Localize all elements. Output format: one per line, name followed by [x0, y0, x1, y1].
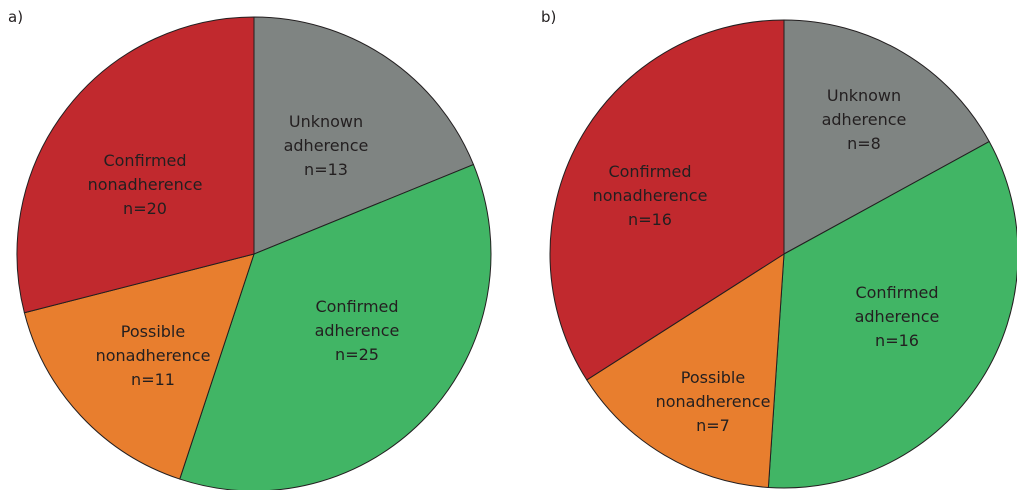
- pie-a-label-line: Confirmed: [315, 297, 398, 316]
- pie-a-label-line: n=13: [304, 160, 348, 179]
- pie-b-label-line: adherence: [822, 110, 907, 129]
- pie-chart-b: b) Unknown adherence n=8 Confirmed adherence…: [541, 8, 1017, 489]
- pie-b-label-line: nonadherence: [656, 392, 771, 411]
- pie-a-slice-confirmed-nonadherence: [16, 16, 255, 314]
- pie-a-slice-possible-nonadherence: [23, 253, 255, 480]
- pie-b-slice-confirmed-adherence: [767, 140, 1017, 489]
- pie-a-label-line: n=25: [335, 345, 379, 364]
- pie-a-label-line: n=20: [123, 199, 167, 218]
- pie-b-label-line: n=8: [847, 134, 881, 153]
- pie-a-labels: Unknown adherence n=13 Confirmed adherence n=…: [88, 112, 400, 389]
- pie-b-label-line: adherence: [855, 307, 940, 326]
- pie-b-label-line: Unknown: [827, 86, 901, 105]
- pie-a-label-line: Unknown: [289, 112, 363, 131]
- pie-a-label-line: Confirmed: [103, 151, 186, 170]
- pie-b-labels: Unknown adherence n=8 Confirmed adherence n=1…: [593, 86, 940, 435]
- pie-b-label-line: n=7: [696, 416, 730, 435]
- pie-chart-a: a) Unknown adherence n=13 Confirmed adherenc…: [8, 8, 492, 490]
- pie-b-label-line: n=16: [628, 210, 672, 229]
- pie-a-label-line: nonadherence: [96, 346, 211, 365]
- pie-b-label-line: Possible: [681, 368, 745, 387]
- pie-b-label-line: n=16: [875, 331, 919, 350]
- pie-b-label-line: Confirmed: [608, 162, 691, 181]
- pie-b-label-line: nonadherence: [593, 186, 708, 205]
- pie-a-slices: [16, 16, 492, 490]
- pie-b-slice-possible-nonadherence: [586, 253, 785, 489]
- pie-a-label-line: n=11: [131, 370, 175, 389]
- pie-b-slice-confirmed-nonadherence: [549, 19, 785, 381]
- panel-label-a: a): [8, 8, 23, 26]
- pie-a-label-unknown-adherence: Unknown adherence n=13: [284, 112, 369, 179]
- pie-b-label-possible-nonadherence: Possible nonadherence n=7: [656, 368, 771, 435]
- pie-b-label-unknown-adherence: Unknown adherence n=8: [822, 86, 907, 153]
- pie-b-label-line: Confirmed: [855, 283, 938, 302]
- pie-a-label-confirmed-nonadherence: Confirmed nonadherence n=20: [88, 151, 203, 218]
- pie-a-label-confirmed-adherence: Confirmed adherence n=25: [315, 297, 400, 364]
- pie-b-slice-unknown-adherence: [783, 19, 990, 255]
- pie-a-slice-unknown-adherence: [253, 16, 475, 255]
- pie-b-slices: [549, 19, 1017, 489]
- pie-a-label-line: nonadherence: [88, 175, 203, 194]
- pie-a-slice-confirmed-adherence: [179, 163, 492, 490]
- pie-b-label-confirmed-adherence: Confirmed adherence n=16: [855, 283, 940, 350]
- pie-a-label-line: adherence: [315, 321, 400, 340]
- panel-label-b: b): [541, 8, 556, 26]
- pie-a-label-line: adherence: [284, 136, 369, 155]
- pie-a-label-possible-nonadherence: Possible nonadherence n=11: [96, 322, 211, 389]
- pie-b-label-confirmed-nonadherence: Confirmed nonadherence n=16: [593, 162, 708, 229]
- pie-a-label-line: Possible: [121, 322, 185, 341]
